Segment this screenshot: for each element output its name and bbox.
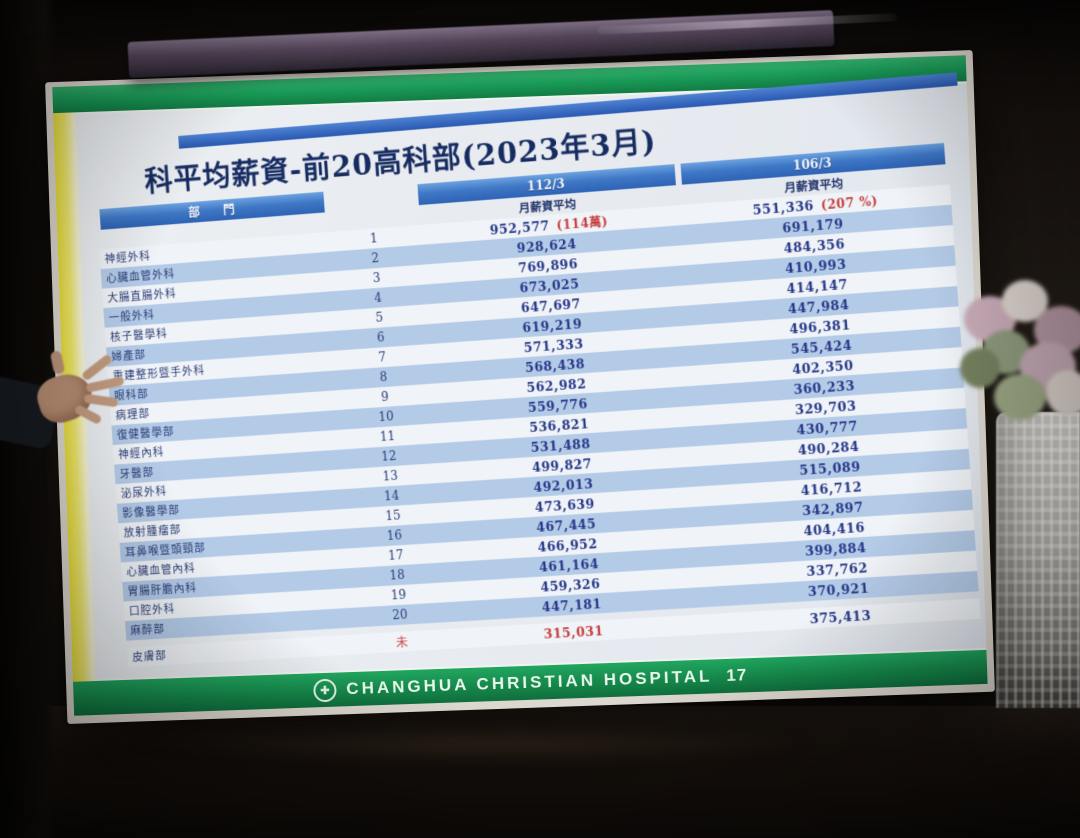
salary-note bbox=[608, 596, 609, 610]
rank-value: 17 bbox=[387, 548, 404, 563]
lace-curtain bbox=[996, 412, 1080, 708]
salary-note bbox=[872, 520, 873, 534]
rank-value: 16 bbox=[386, 528, 403, 544]
salary-note bbox=[592, 356, 593, 370]
salary-note bbox=[597, 436, 598, 450]
salary-note bbox=[594, 396, 595, 410]
salary-note bbox=[875, 560, 876, 574]
salary-note bbox=[589, 316, 590, 330]
salary-note bbox=[607, 576, 608, 590]
salary-note bbox=[856, 297, 857, 311]
rank-value: 14 bbox=[383, 488, 400, 504]
stage-floor bbox=[0, 706, 1080, 838]
salary-112-value: 315,031 bbox=[543, 622, 611, 642]
salary-note bbox=[603, 516, 604, 530]
page-number: 17 bbox=[726, 665, 748, 685]
flower-arrangement bbox=[954, 278, 1080, 438]
slide-content: 科平均薪資-前20高科部(2023年3月) 部 門 112/3 106/3 月薪… bbox=[57, 63, 988, 689]
salary-note bbox=[878, 608, 879, 622]
presenter-thumb bbox=[49, 350, 66, 375]
salary-note bbox=[585, 256, 586, 270]
rank-value: 未 bbox=[395, 634, 409, 650]
salary-note bbox=[605, 556, 606, 570]
salary-note bbox=[855, 277, 856, 291]
salary-note: (114萬) bbox=[556, 214, 609, 233]
rank-value: 15 bbox=[385, 508, 402, 524]
salary-note bbox=[873, 540, 874, 554]
salary-note bbox=[863, 398, 864, 412]
salary-note bbox=[853, 256, 854, 270]
salary-note bbox=[869, 479, 870, 493]
salary-note bbox=[604, 536, 605, 550]
salary-note bbox=[870, 499, 871, 513]
salary-note bbox=[587, 296, 588, 310]
rank-value: 13 bbox=[382, 468, 399, 484]
slide: 科平均薪資-前20高科部(2023年3月) 部 門 112/3 106/3 月薪… bbox=[52, 55, 988, 716]
salary-note bbox=[859, 337, 860, 351]
presenter-hand bbox=[0, 345, 135, 463]
salary-note bbox=[857, 317, 858, 331]
salary-note bbox=[865, 418, 866, 432]
department-name: 皮膚部 bbox=[131, 649, 168, 664]
salary-106-value: 375,413 bbox=[809, 607, 879, 626]
salary-note bbox=[862, 378, 863, 392]
salary-note bbox=[599, 456, 600, 470]
salary-note bbox=[876, 580, 877, 594]
salary-note bbox=[860, 358, 861, 372]
salary-note bbox=[867, 459, 868, 473]
presenter-finger bbox=[85, 376, 125, 393]
table-rows: 神經外科 1 952,577 (114萬) 551,336 (207 %) 心臟血管… bbox=[99, 184, 981, 668]
salary-note bbox=[601, 496, 602, 510]
rank-value: 20 bbox=[392, 607, 408, 623]
salary-table: 部 門 112/3 106/3 月薪資平均 月薪資平均 神經外科 1 952,5… bbox=[96, 142, 981, 668]
salary-note bbox=[600, 476, 601, 490]
salary-note bbox=[583, 236, 584, 250]
salary-note bbox=[610, 623, 611, 637]
rank-value: 19 bbox=[390, 587, 407, 603]
salary-note bbox=[596, 416, 597, 430]
rank-value: 18 bbox=[389, 567, 406, 583]
beam-highlight bbox=[597, 13, 898, 35]
salary-note bbox=[852, 236, 853, 250]
hospital-logo-icon: ✚ bbox=[312, 678, 337, 702]
projection-screen: 科平均薪資-前20高科部(2023年3月) 部 門 112/3 106/3 月薪… bbox=[45, 50, 995, 724]
presenter-finger bbox=[80, 353, 114, 382]
rank-column-header bbox=[327, 195, 415, 202]
salary-note bbox=[590, 336, 591, 350]
salary-note bbox=[866, 439, 867, 453]
floor-reflection bbox=[120, 726, 820, 762]
salary-note bbox=[850, 216, 851, 230]
salary-note: (207 %) bbox=[820, 193, 879, 212]
salary-note bbox=[593, 376, 594, 390]
salary-note bbox=[586, 276, 587, 290]
